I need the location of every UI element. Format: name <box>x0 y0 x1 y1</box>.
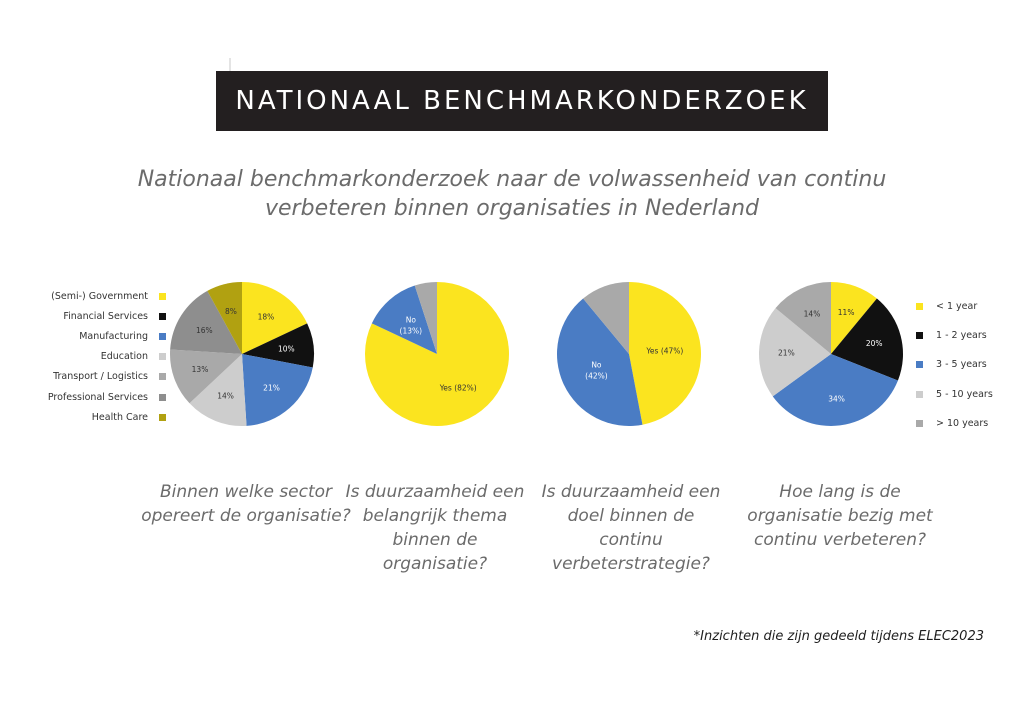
pie-slice <box>759 308 831 397</box>
legend-label: 3 - 5 years <box>936 359 987 371</box>
slice-label: 8% <box>225 307 237 316</box>
slice-label: No (13%) <box>400 315 423 335</box>
sustainability-goal-pie-chart: Yes (47%) No (42%) <box>557 282 702 426</box>
pie-slice <box>170 290 242 354</box>
pie-slice <box>772 354 898 426</box>
slice-label: 11% <box>838 308 855 317</box>
slice-label: Yes (82%) <box>439 383 477 392</box>
legend-item: Manufacturing <box>20 326 166 346</box>
sector-legend: (Semi-) Government Financial Services Manu… <box>20 286 166 427</box>
pie-slice <box>371 285 437 354</box>
pie-slice <box>207 282 242 354</box>
pie-slice <box>831 298 903 381</box>
slice-label: 14% <box>804 310 821 319</box>
legend-swatch <box>916 419 923 427</box>
pie-slice <box>557 298 643 426</box>
legend-label: Health Care <box>91 411 148 423</box>
slice-label: 34% <box>828 394 845 403</box>
legend-label: > 10 years <box>936 417 989 429</box>
question-sustainability-theme: Is duurzaamheid een belangrijk thema bin… <box>345 482 525 574</box>
legend-label: (Semi-) Government <box>51 290 148 302</box>
legend-label: 1 - 2 years <box>936 330 987 342</box>
slice-label: 18% <box>258 312 275 321</box>
legend-label: Education <box>100 351 148 363</box>
legend-item: > 10 years <box>916 409 1016 438</box>
legend-item: 1 - 2 years <box>916 321 1016 350</box>
legend-item: Health Care <box>20 407 166 427</box>
slice-label: 10% <box>278 344 295 353</box>
legend-label: 5 - 10 years <box>936 388 993 400</box>
pie-slice <box>583 282 629 354</box>
slice-label: 16% <box>196 326 213 335</box>
legend-swatch <box>916 303 923 311</box>
legend-swatch <box>916 332 923 340</box>
legend-item: Transport / Logistics <box>20 367 166 387</box>
page-title: NATIONAAL BENCHMARKONDERZOEK <box>235 86 809 116</box>
slice-label: 14% <box>217 392 234 401</box>
slice-label: Yes (47%) <box>645 347 683 356</box>
question-duration: Hoe lang is de organisatie bezig met con… <box>747 482 933 550</box>
pie-slice <box>629 282 702 425</box>
legend-swatch <box>159 312 166 320</box>
legend-swatch <box>159 413 166 421</box>
pie-slice <box>242 354 313 426</box>
question-sustainability-goal: Is duurzaamheid een doel binnen de conti… <box>541 482 721 574</box>
legend-item: Professional Services <box>20 387 166 407</box>
legend-swatch <box>159 373 166 381</box>
duration-pie-chart: 11% 20% 34% 21% 14% <box>759 282 903 426</box>
slice-label: 20% <box>866 339 883 348</box>
legend-item: 3 - 5 years <box>916 350 1016 379</box>
pie-slice <box>414 282 437 354</box>
sector-pie-chart: 18% 10% 21% 14% 13% 16% 8% <box>170 282 314 426</box>
page-subtitle: Nationaal benchmarkonderzoek naar de vol… <box>137 167 887 221</box>
legend-swatch <box>159 332 166 340</box>
pie-slice <box>242 282 308 354</box>
legend-label: Financial Services <box>63 310 148 322</box>
legend-label: < 1 year <box>936 301 978 313</box>
slice-label: 21% <box>263 383 280 392</box>
legend-swatch <box>159 353 166 361</box>
legend-swatch <box>916 361 923 369</box>
title-banner: NATIONAAL BENCHMARKONDERZOEK <box>216 71 828 131</box>
legend-swatch <box>159 393 166 401</box>
question-sector: Binnen welke sector opereert de organisa… <box>141 482 351 526</box>
slice-label: 21% <box>778 349 795 358</box>
decorative-tick <box>229 58 231 71</box>
duration-legend: < 1 year 1 - 2 years 3 - 5 years 5 - 10 yea… <box>916 292 1016 438</box>
legend-swatch <box>159 292 166 300</box>
legend-item: Education <box>20 347 166 367</box>
legend-item: Financial Services <box>20 306 166 326</box>
pie-slice <box>242 323 314 368</box>
legend-item: (Semi-) Government <box>20 286 166 306</box>
pie-slice <box>170 349 242 404</box>
footnote: *Inzichten die zijn gedeeld tijdens ELEC… <box>693 629 984 644</box>
legend-item: 5 - 10 years <box>916 380 1016 409</box>
legend-label: Transport / Logistics <box>53 371 148 383</box>
legend-label: Manufacturing <box>79 330 148 342</box>
slice-label: 13% <box>192 365 209 374</box>
legend-label: Professional Services <box>47 391 148 403</box>
sustainability-theme-pie-chart: Yes (82%) No (13%) <box>365 282 509 426</box>
slice-label: No (42%) <box>585 360 608 380</box>
legend-item: < 1 year <box>916 292 1016 321</box>
legend-swatch <box>916 390 923 398</box>
pie-slice <box>775 282 831 354</box>
pie-slice <box>189 354 247 426</box>
pie-slice <box>831 282 877 354</box>
